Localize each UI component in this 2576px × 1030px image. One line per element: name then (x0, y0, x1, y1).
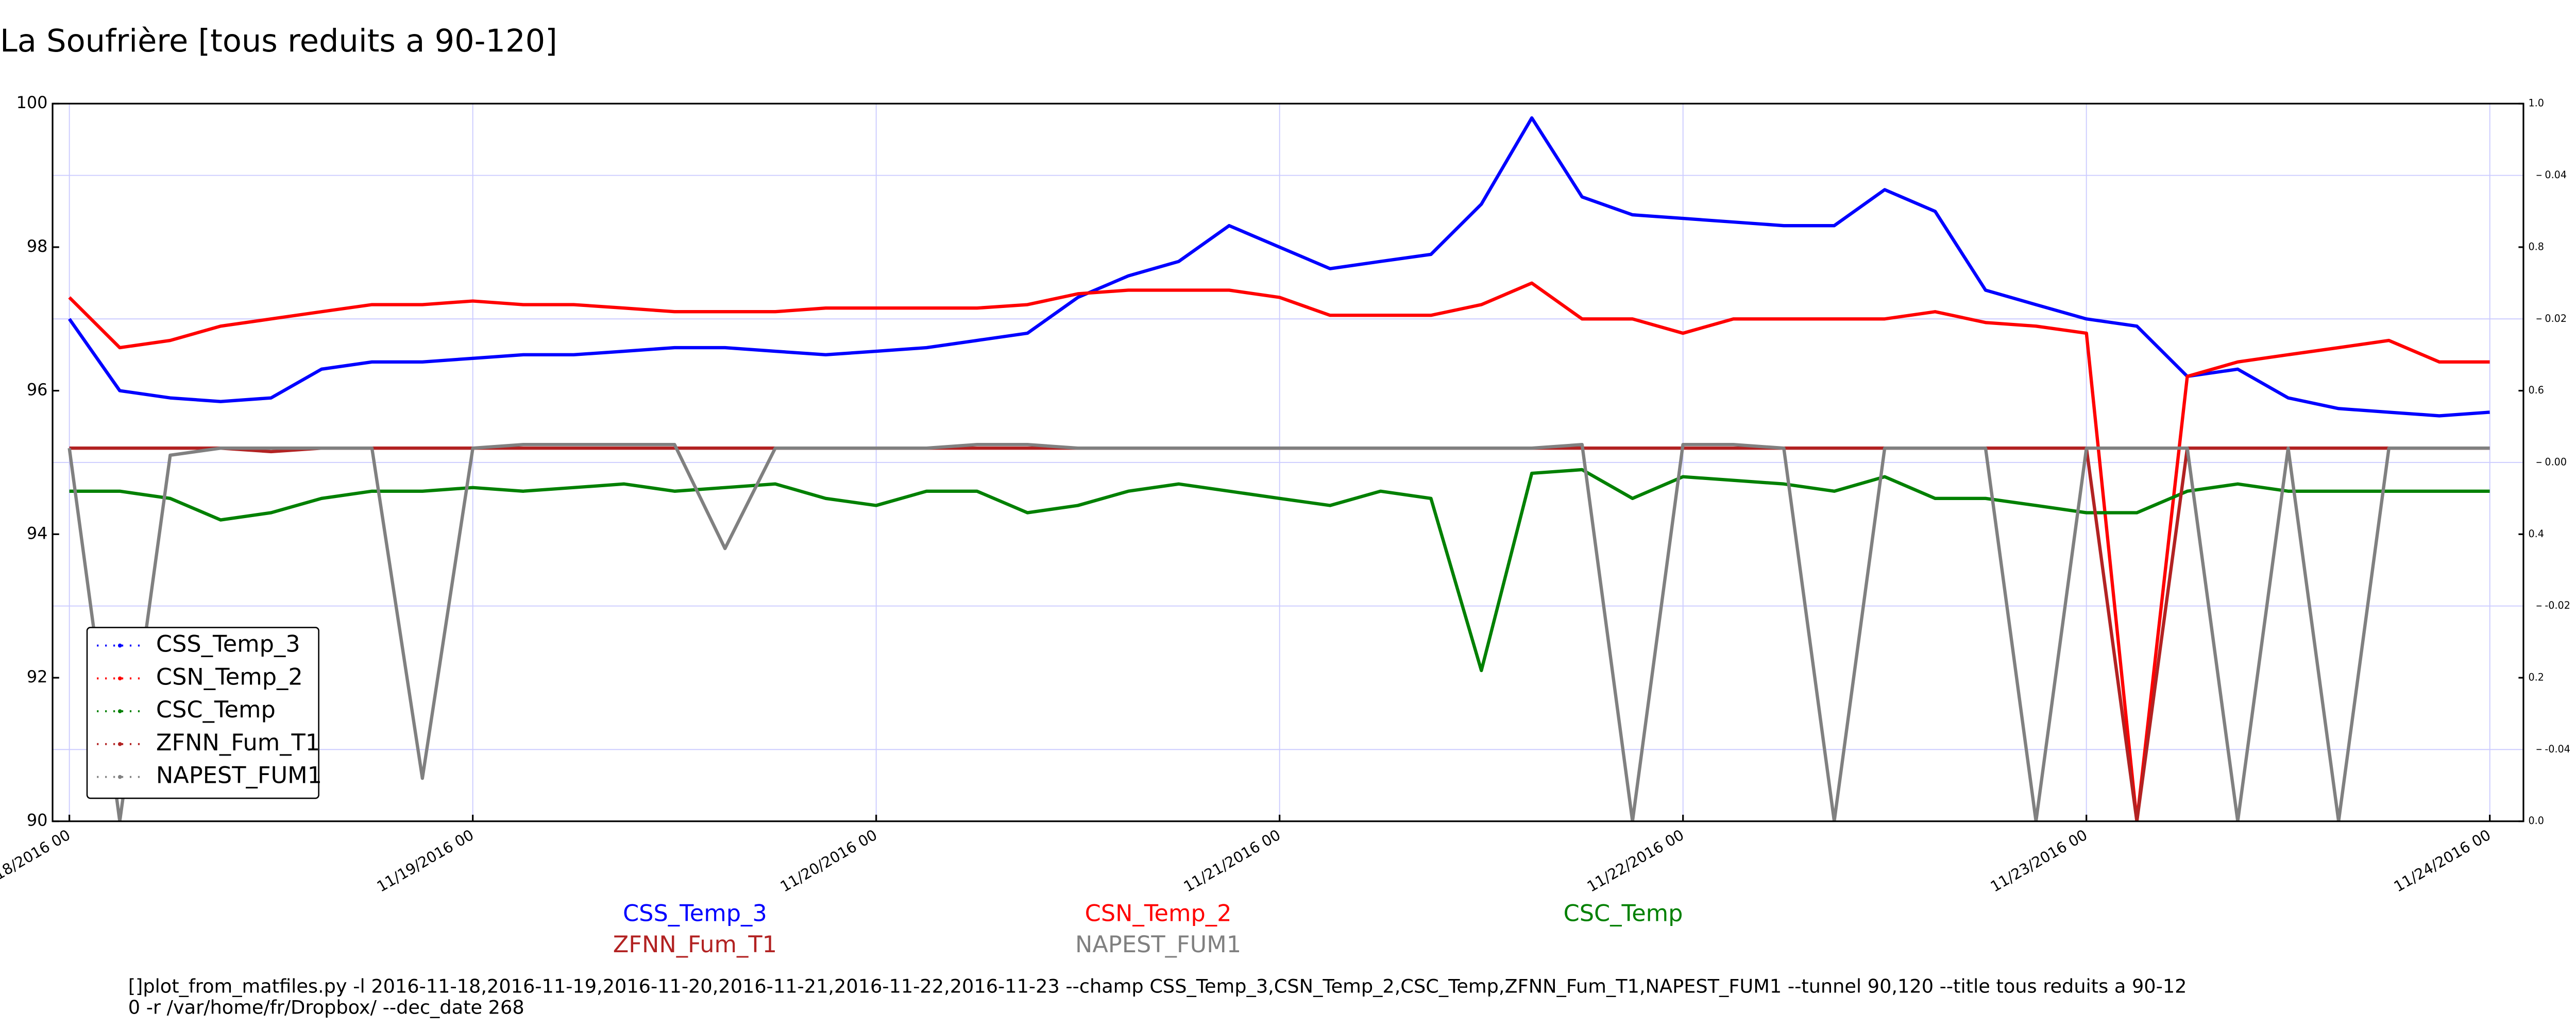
chart-title: La Soufrière [tous reduits a 90-120] (0, 23, 557, 59)
y-tick-label: 100 (16, 93, 48, 112)
legend-label: ZFNN_Fum_T1 (156, 729, 320, 756)
legend-marker (117, 643, 122, 648)
legend-label: CSS_Temp_3 (156, 631, 300, 658)
legend-label: NAPEST_FUM1 (156, 762, 322, 789)
footer-line: []plot_from_matfiles.py -l 2016-11-18,20… (128, 975, 2187, 997)
legend-marker (117, 775, 122, 779)
legend-marker (117, 709, 122, 713)
y3-tick-label: -0.04 (2545, 743, 2570, 755)
legend-label: CSC_Temp (156, 696, 276, 723)
series-line (68, 281, 2490, 821)
x-tick-label: 11/24/2016 00 (2391, 826, 2494, 896)
series-caption: CSC_Temp (1564, 900, 1683, 926)
y3-tick-label: 0.04 (2545, 169, 2567, 181)
legend-box (86, 627, 319, 799)
y2-tick-label: 0.6 (2529, 384, 2544, 396)
legend-marker (117, 676, 122, 681)
y2-tick-label: 0.2 (2529, 672, 2544, 683)
series-line (67, 116, 2490, 418)
legend-marker (117, 742, 122, 746)
y-tick-label: 94 (27, 523, 48, 543)
y3-tick-label: 0.02 (2545, 313, 2567, 324)
series-caption: CSN_Temp_2 (1085, 900, 1232, 926)
y-tick-label: 90 (27, 811, 48, 830)
y-tick-label: 98 (27, 236, 48, 256)
x-tick-label: 11/21/2016 00 (1180, 826, 1283, 896)
plot-frame (52, 102, 2524, 822)
y-tick-label: 92 (27, 667, 48, 686)
plot-lines (67, 116, 2490, 821)
series-line (69, 468, 2490, 673)
x-tick-label: 11/22/2016 00 (1584, 826, 1687, 896)
x-tick-label: 11/23/2016 00 (1987, 826, 2090, 896)
series-caption: NAPEST_FUM1 (1075, 931, 1241, 958)
x-tick-label: 11/19/2016 00 (374, 826, 477, 896)
y2-tick-label: 0.0 (2529, 815, 2544, 827)
y2-tick-label: 0.8 (2529, 241, 2544, 252)
x-tick-label: 11/18/2016 00 (0, 826, 73, 896)
y3-tick-label: 0.00 (2545, 456, 2567, 468)
series-caption: ZFNN_Fum_T1 (613, 931, 777, 958)
y3-tick-label: -0.02 (2545, 599, 2570, 611)
y2-tick-label: 0.4 (2529, 528, 2544, 540)
footer-line: 0 -r /var/home/fr/Dropbox/ --dec_date 26… (128, 997, 524, 1019)
series-line (67, 443, 2490, 821)
legend-label: CSN_Temp_2 (156, 663, 303, 690)
y2-tick-label: 1.0 (2529, 97, 2544, 109)
x-tick-label: 11/20/2016 00 (777, 826, 880, 896)
series-caption: CSS_Temp_3 (623, 900, 767, 926)
y-tick-label: 96 (27, 380, 48, 400)
